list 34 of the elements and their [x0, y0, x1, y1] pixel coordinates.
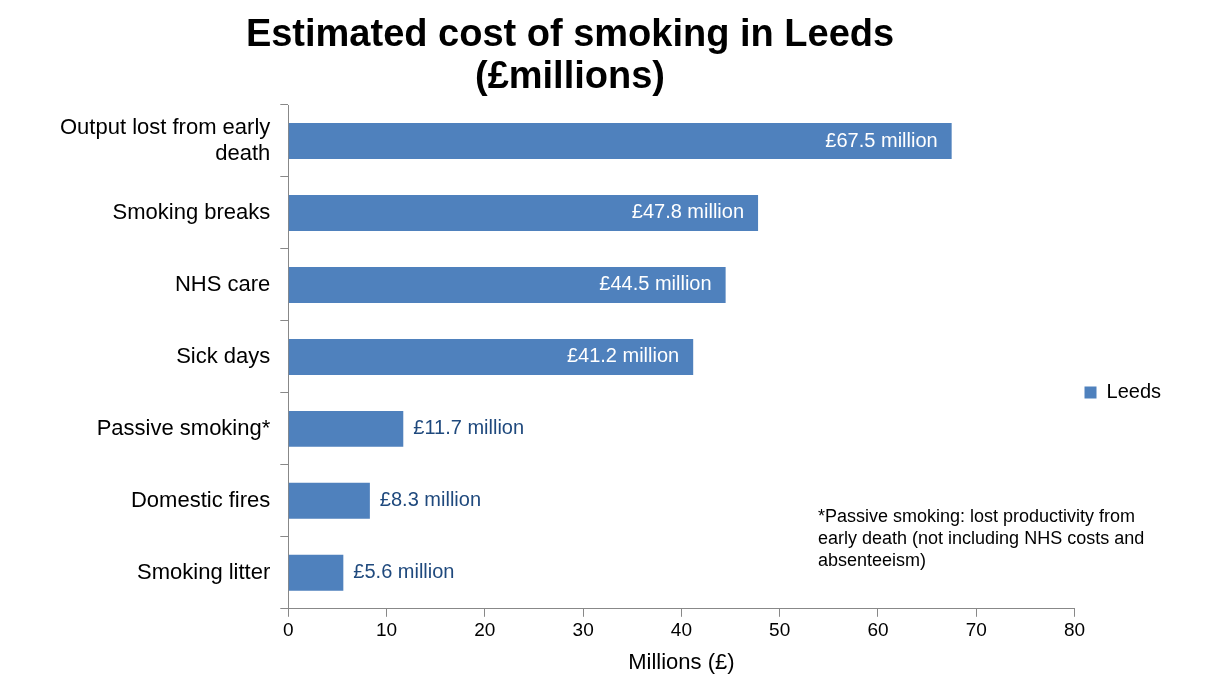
x-tick-label: 30 [572, 619, 594, 641]
bar [288, 122, 952, 159]
chart-title: Estimated cost of smoking in Leeds (£millions) [244, 12, 896, 96]
data-label: £44.5 million [599, 272, 712, 295]
bar [288, 410, 404, 447]
data-label: £11.7 million [413, 416, 525, 439]
bar [288, 266, 726, 303]
data-label: £8.3 million [379, 488, 482, 511]
bar [288, 482, 370, 519]
x-tick-label: 70 [965, 619, 987, 641]
x-tick-label: 80 [1063, 619, 1086, 641]
data-label: £47.8 million [631, 200, 745, 223]
y-tick-label: NHS care [174, 270, 271, 296]
x-tick-label: 20 [474, 619, 496, 641]
x-axis-title: Millions (£) [628, 648, 735, 674]
y-tick-label: Output lost from early death [59, 113, 271, 166]
y-tick-label: Smoking breaks [112, 199, 271, 225]
data-label: £41.2 million [566, 344, 680, 367]
y-tick-label: Domestic fires [130, 486, 271, 512]
x-tick-label: 50 [769, 619, 791, 641]
x-tick-label: 60 [867, 619, 889, 641]
bar [288, 194, 759, 231]
y-tick-label: Sick days [176, 342, 271, 368]
legend-label: Leeds [1106, 380, 1162, 403]
y-tick-label: Smoking litter [137, 558, 271, 584]
bar [288, 338, 694, 375]
data-label: £5.6 million [353, 560, 455, 583]
data-label: £67.5 million [825, 128, 938, 151]
x-tick-label: 40 [670, 619, 692, 641]
y-tick-label: Passive smoking* [96, 414, 271, 440]
bar [288, 554, 344, 591]
x-tick-label: 0 [283, 619, 294, 641]
annotation: *Passive smoking: lost productivity from early death (not including NHS costs and absenteeism) [818, 505, 1146, 571]
x-tick-label: 10 [376, 619, 398, 641]
